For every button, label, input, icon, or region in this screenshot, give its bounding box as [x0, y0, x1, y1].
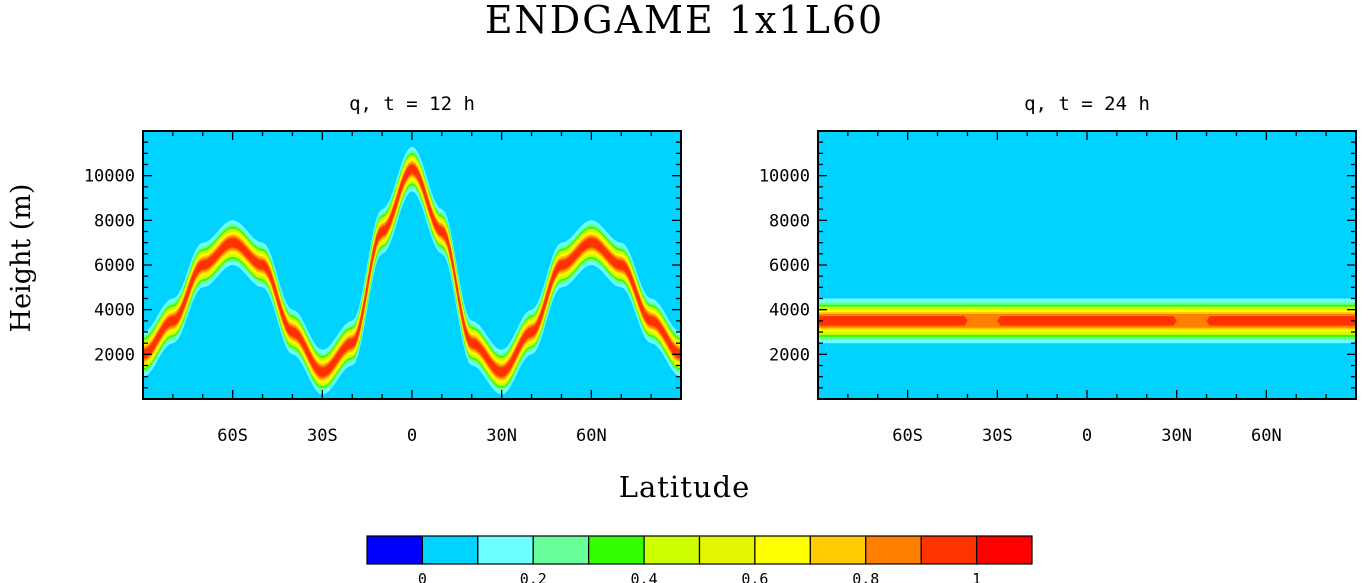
- colorbar-swatch: [532, 535, 590, 565]
- y-tick-label: 10000: [759, 167, 810, 187]
- colorbar-swatch: [754, 535, 811, 565]
- x-tick-label: 60N: [576, 426, 607, 446]
- colorbar-swatch: [421, 535, 479, 565]
- contour-level-0_3: [143, 152, 681, 389]
- contour-level-0_2: [818, 302, 1356, 340]
- contour-level-0_4: [818, 306, 1356, 335]
- contour-level-0_6: [818, 310, 1356, 332]
- colorbar-swatch: [366, 535, 424, 565]
- y-tick-label: 10000: [84, 167, 135, 187]
- x-tick-label: 60S: [217, 426, 248, 446]
- colorbar-swatch: [588, 535, 645, 565]
- x-tick-label: 0: [407, 426, 417, 446]
- contour-level-0_5: [143, 156, 681, 385]
- colorbar-swatch: [975, 535, 1033, 565]
- colorbar-label: 0: [418, 570, 427, 583]
- panel-1-title: q, t = 12 h: [349, 93, 475, 115]
- x-tick-label: 60N: [1251, 426, 1282, 446]
- plot-frame: [142, 130, 682, 400]
- x-tick-label: 30N: [1161, 426, 1192, 446]
- contour-level-0_8: [818, 313, 1356, 328]
- contour-level-0_2: [143, 150, 681, 391]
- x-tick-label: 0: [1082, 426, 1092, 446]
- plot-frame: [817, 130, 1357, 400]
- x-tick-label: 30S: [307, 426, 338, 446]
- colorbar-label: 0.2: [520, 570, 547, 583]
- y-tick-label: 4000: [94, 301, 135, 321]
- contour-level-0_6: [143, 158, 681, 383]
- colorbar-swatch: [643, 535, 701, 565]
- y-tick-label: 8000: [94, 211, 135, 231]
- contour-level-0_4: [143, 154, 681, 387]
- colorbar-swatch: [698, 535, 756, 565]
- y-axis-label: Height (m): [6, 183, 37, 333]
- contour-level-0_5: [818, 308, 1356, 334]
- colorbar-label: 0.4: [631, 570, 658, 583]
- x-tick-label: 60S: [892, 426, 923, 446]
- colorbar-label: 1: [972, 570, 981, 583]
- contour-level-0_3: [818, 304, 1356, 337]
- panel-2-title: q, t = 24 h: [1024, 93, 1150, 115]
- field-background: [818, 131, 1356, 399]
- field-background: [143, 131, 681, 399]
- x-axis-label: Latitude: [618, 470, 751, 504]
- y-tick-label: 2000: [769, 345, 810, 365]
- contour-level-0_9: [818, 316, 1356, 326]
- colorbar-swatch: [920, 535, 978, 565]
- x-tick-label: 30S: [982, 426, 1013, 446]
- colorbar-label: 0.8: [852, 570, 879, 583]
- y-tick-label: 6000: [769, 256, 810, 276]
- y-tick-label: 2000: [94, 345, 135, 365]
- colorbar-swatch: [809, 535, 867, 565]
- contour-level-0_975: [143, 166, 681, 375]
- contour-level-0_1: [143, 146, 681, 395]
- figure-title: ENDGAME 1x1L60: [484, 0, 885, 42]
- contour-level-0_1: [818, 298, 1356, 344]
- contour-level-0_7: [818, 312, 1356, 330]
- y-tick-label: 6000: [94, 256, 135, 276]
- contour-level-0_975: [818, 318, 1356, 324]
- contour-level-0_7: [143, 160, 681, 381]
- colorbar-swatch: [477, 535, 534, 565]
- y-tick-label: 4000: [769, 301, 810, 321]
- y-tick-label: 8000: [769, 211, 810, 231]
- colorbar-swatch: [865, 535, 922, 565]
- x-tick-label: 30N: [486, 426, 517, 446]
- contour-level-0_9: [143, 164, 681, 377]
- colorbar-label: 0.6: [741, 570, 768, 583]
- contour-level-0_8: [143, 162, 681, 380]
